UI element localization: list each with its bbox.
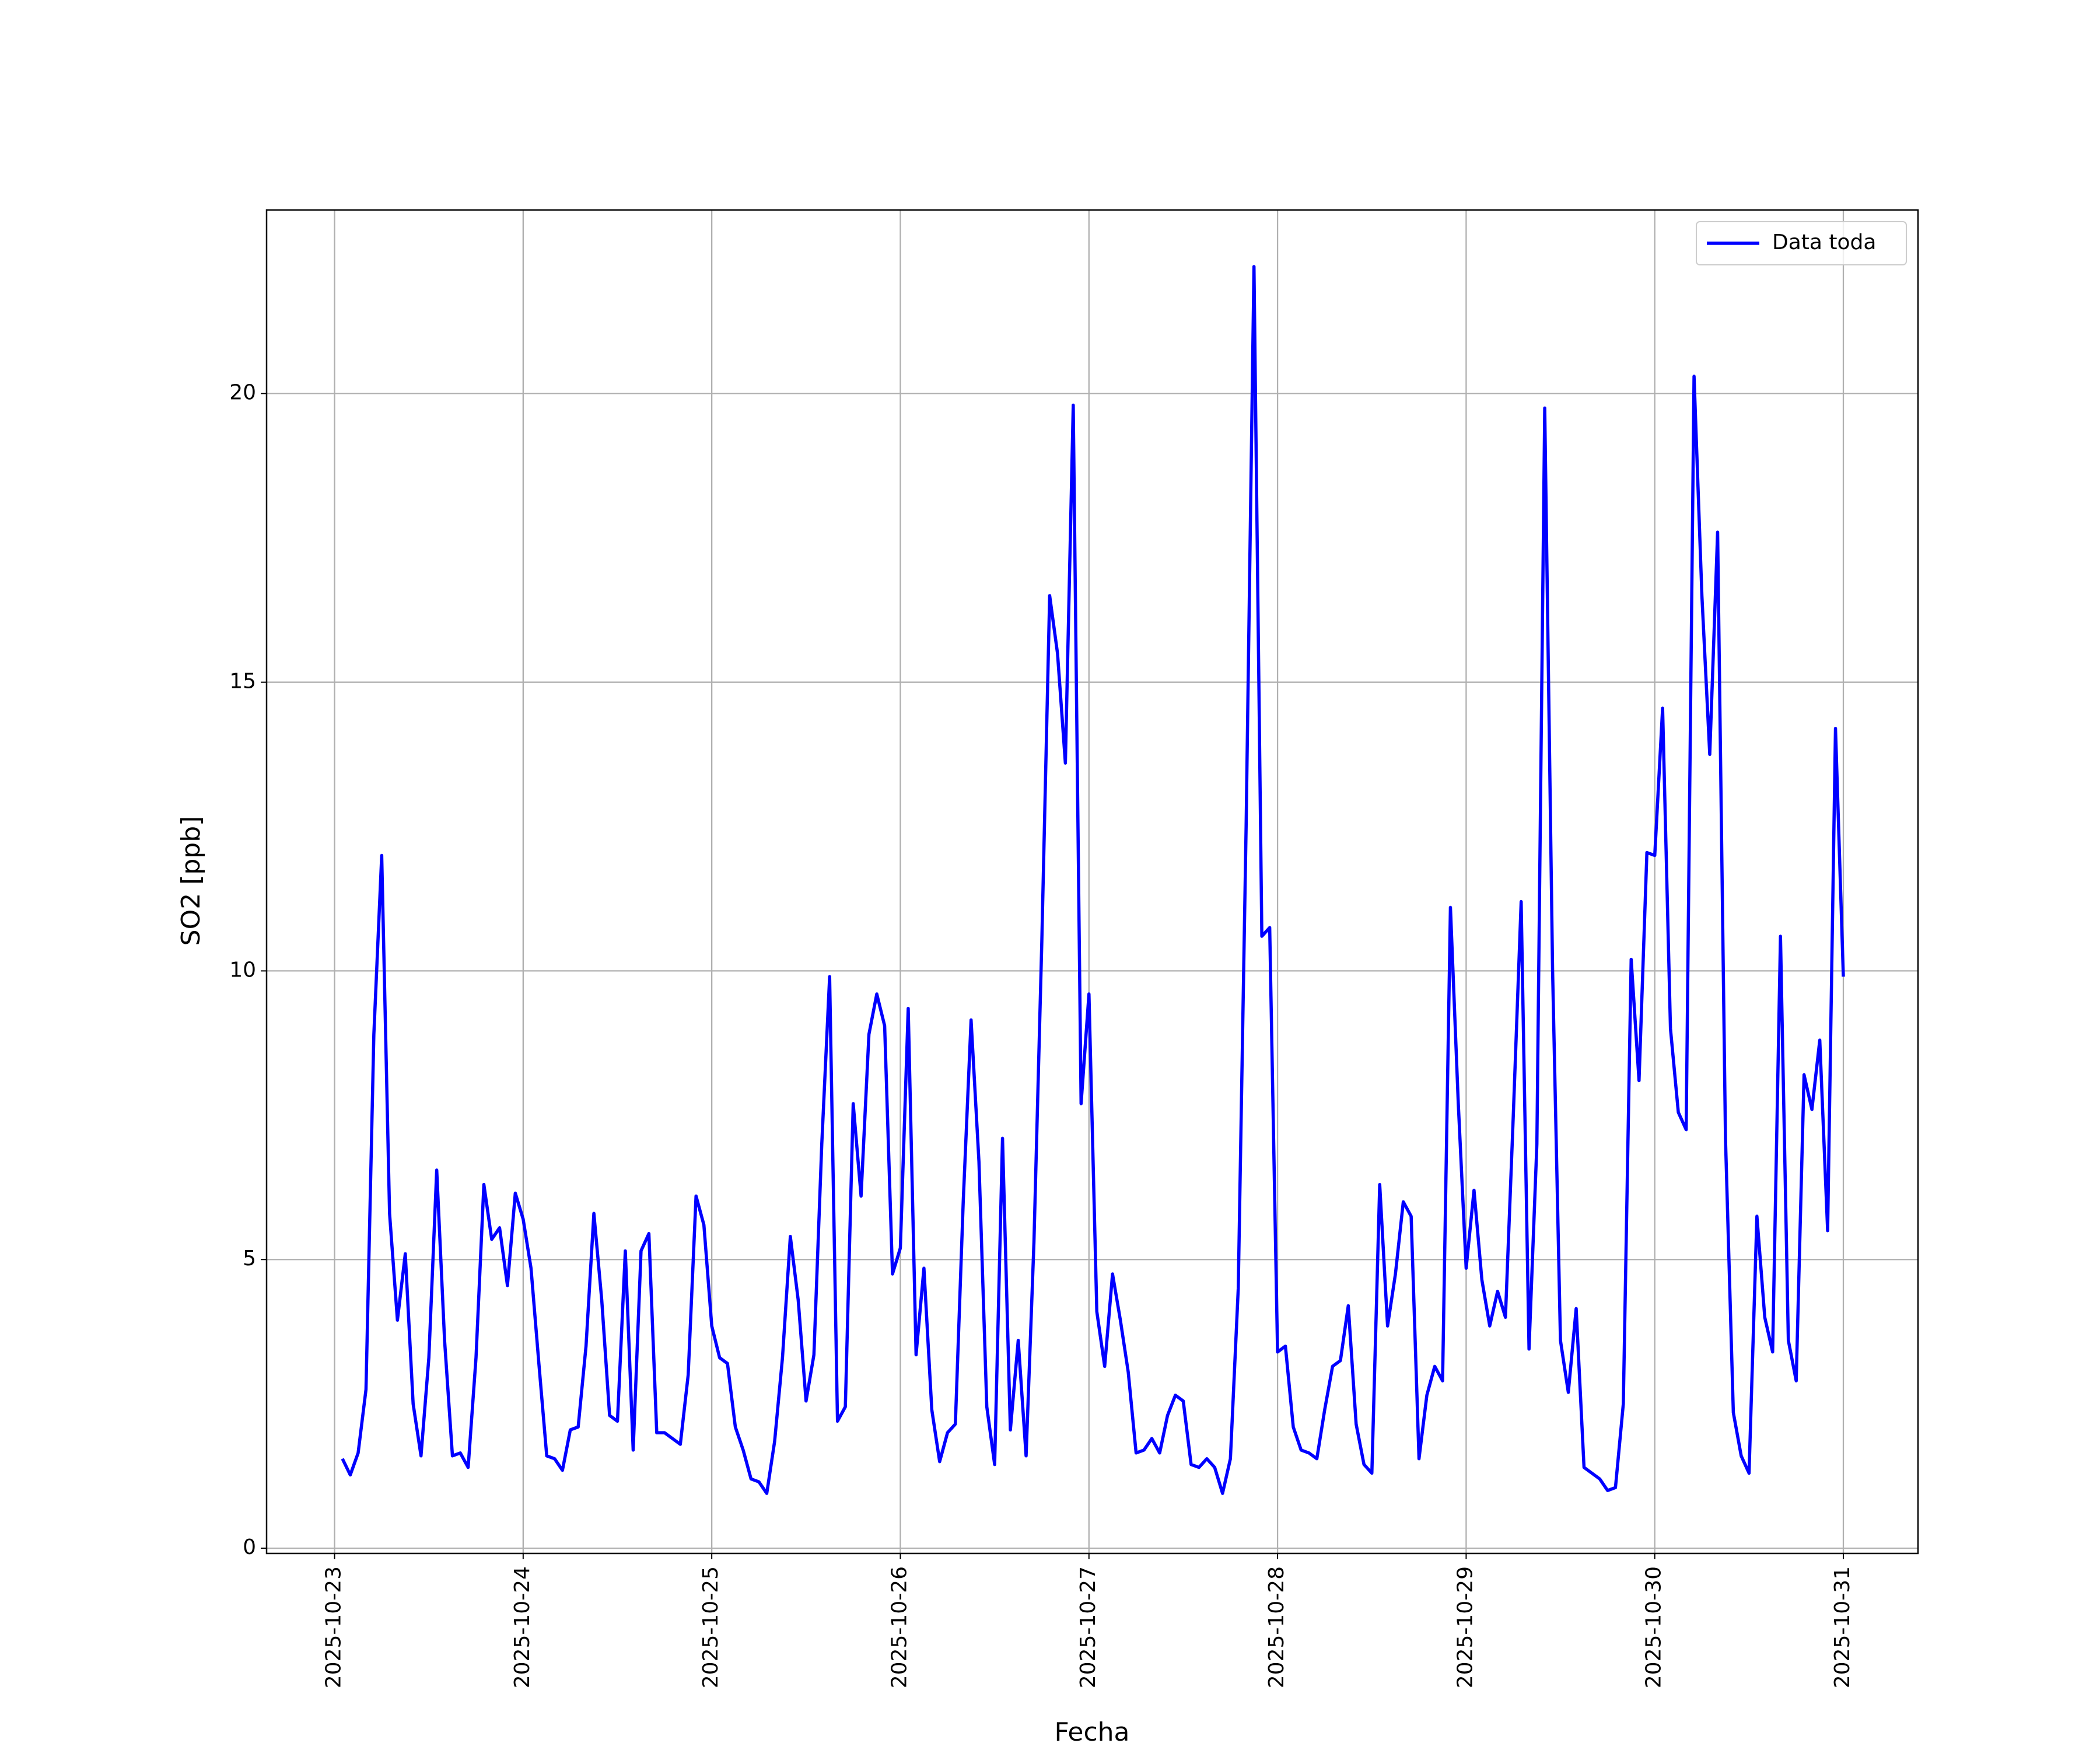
data-line — [341, 265, 1845, 1495]
x-tick-label: 2025-10-24 — [510, 1566, 534, 1688]
y-tick-label: 10 — [229, 958, 256, 982]
x-axis-label: Fecha — [1054, 1717, 1129, 1747]
x-tick-label: 2025-10-26 — [887, 1566, 911, 1688]
y-tick-label: 5 — [243, 1247, 256, 1270]
x-tick-label: 2025-10-29 — [1453, 1566, 1477, 1688]
legend-label: Data toda — [1772, 230, 1876, 254]
plot-frame — [265, 209, 1919, 1555]
x-tick-label: 2025-10-31 — [1831, 1566, 1854, 1688]
x-tick-label: 2025-10-30 — [1642, 1566, 1666, 1688]
x-tick-label: 2025-10-23 — [322, 1566, 346, 1688]
y-tick-label: 15 — [229, 670, 256, 694]
legend: Data toda — [1696, 221, 1907, 265]
y-tick-label: 20 — [229, 381, 256, 405]
x-tick-label: 2025-10-28 — [1265, 1566, 1289, 1688]
x-tick-label: 2025-10-25 — [699, 1566, 723, 1688]
y-tick-label: 0 — [243, 1535, 256, 1559]
y-axis-label: SO2 [ppb] — [176, 816, 206, 946]
legend-box — [1696, 221, 1907, 265]
x-tick-label: 2025-10-27 — [1076, 1566, 1100, 1688]
